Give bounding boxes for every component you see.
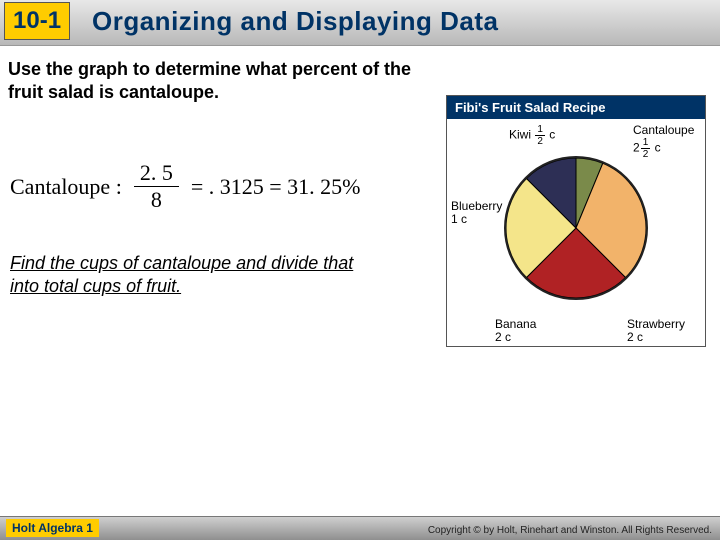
footer-right: Copyright © by Holt, Rinehart and Winsto… xyxy=(428,525,712,536)
kiwi-num: 1 xyxy=(535,124,545,136)
cant-den: 2 xyxy=(641,149,651,160)
instruction-text: Find the cups of cantaloupe and divide t… xyxy=(10,252,370,299)
pie-svg xyxy=(506,158,646,298)
cant-whole: 2 xyxy=(633,141,640,155)
lesson-number: 10-1 xyxy=(4,2,70,40)
equation-percent: 31. 25% xyxy=(287,174,360,199)
cant-unit: c xyxy=(655,141,661,155)
equation-label: Cantaloupe : xyxy=(10,174,122,200)
label-banana: Banana 2 c xyxy=(495,318,536,344)
question-text: Use the graph to determine what percent … xyxy=(8,58,438,103)
blue-whole: 1 xyxy=(451,212,458,226)
equation-decimal: . 3125 xyxy=(209,174,264,199)
kiwi-den: 2 xyxy=(535,136,545,147)
label-strawberry: Strawberry 2 c xyxy=(627,318,685,344)
fraction-numerator: 2. 5 xyxy=(134,160,179,187)
label-blueberry-name: Blueberry xyxy=(451,199,502,213)
straw-unit: c xyxy=(637,330,643,344)
label-kiwi-name: Kiwi xyxy=(509,128,531,142)
cant-num: 1 xyxy=(641,137,651,149)
equation-fraction: 2. 5 8 xyxy=(134,160,179,213)
footer-bar: Holt Algebra 1 Copyright © by Holt, Rine… xyxy=(0,516,720,540)
page-title: Organizing and Displaying Data xyxy=(92,6,499,37)
label-strawberry-name: Strawberry xyxy=(627,317,685,331)
blue-unit: c xyxy=(461,212,467,226)
pie-chart xyxy=(506,158,646,298)
label-kiwi: Kiwi 12 c xyxy=(509,124,555,147)
label-cantaloupe-name: Cantaloupe xyxy=(633,123,694,137)
label-blueberry: Blueberry 1 c xyxy=(451,200,502,226)
straw-whole: 2 xyxy=(627,330,634,344)
chart-title: Fibi's Fruit Salad Recipe xyxy=(447,96,705,119)
fraction-denominator: 8 xyxy=(145,187,168,213)
equation: Cantaloupe : 2. 5 8 = . 3125 = 31. 25% xyxy=(10,160,360,213)
ban-whole: 2 xyxy=(495,330,502,344)
pie-chart-box: Fibi's Fruit Salad Recipe Kiwi 12 c Cant… xyxy=(446,95,706,347)
equation-result: = . 3125 = 31. 25% xyxy=(191,174,361,200)
header-bar: 10-1 Organizing and Displaying Data xyxy=(0,0,720,46)
label-banana-name: Banana xyxy=(495,317,536,331)
label-cantaloupe: Cantaloupe 212 c xyxy=(633,124,694,160)
ban-unit: c xyxy=(505,330,511,344)
kiwi-unit: c xyxy=(549,128,555,142)
footer-left: Holt Algebra 1 xyxy=(6,519,99,537)
